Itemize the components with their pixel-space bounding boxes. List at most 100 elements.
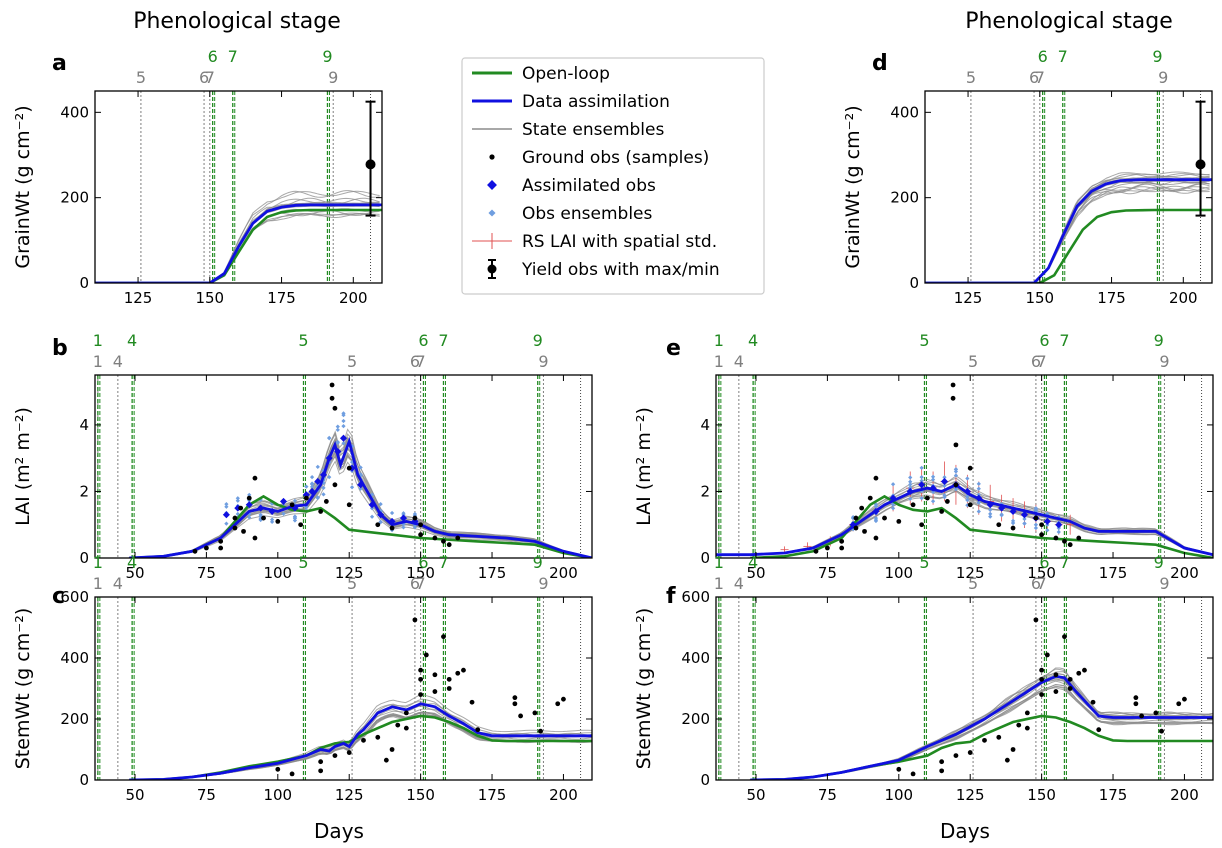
obs-ensemble-point	[942, 493, 947, 498]
ground-obs-point	[395, 722, 401, 728]
ground-obs-point	[332, 405, 338, 411]
ground-obs-point	[303, 495, 309, 501]
legend-item: Assimilated obs	[487, 176, 656, 196]
obs-ensemble-point	[341, 423, 346, 429]
ground-obs-point	[238, 505, 244, 511]
stage-label-ol: 5	[298, 331, 308, 350]
stage-label-ol: 9	[322, 47, 332, 66]
stage-label-ol: 9	[533, 331, 543, 350]
ground-obs-point	[1024, 710, 1030, 716]
y-tick-label: 200	[890, 189, 919, 207]
obs-ensemble-point	[965, 494, 970, 499]
x-tick-label: 100	[263, 786, 292, 804]
obs-ensemble-point	[930, 477, 936, 482]
ensemble-line	[716, 490, 1213, 556]
ground-obs-point	[475, 727, 481, 733]
ground-obs-point	[1024, 725, 1030, 731]
assimilated-obs-point	[929, 484, 937, 492]
ground-obs-point	[318, 509, 324, 514]
x-tick-label: 175	[478, 564, 507, 582]
assimilated-obs-point	[314, 477, 322, 486]
panel-letter: e	[666, 336, 681, 361]
obs-ensemble-point	[953, 487, 959, 492]
legend-item: Ground obs (samples)	[489, 148, 709, 168]
yield-obs-point	[1195, 159, 1206, 170]
ground-obs-point	[967, 750, 973, 755]
ground-obs-point	[332, 753, 338, 758]
ground-obs-point	[1039, 676, 1045, 682]
axis-ticks: 50 75 100 125 150 175 200 0 200 400 600	[681, 588, 1213, 804]
ground-obs-point	[361, 737, 366, 743]
stage-label-da: 7	[1035, 68, 1045, 87]
y-tick-label: 0	[700, 771, 710, 789]
stage-header-right: Phenological stage	[965, 9, 1173, 34]
ground-obs-point	[824, 545, 830, 551]
assimilated-obs-point	[918, 481, 926, 489]
stage-label-ol: 7	[1059, 331, 1069, 350]
assimilated-obs-point	[325, 454, 333, 462]
x-tick-label: 75	[818, 786, 837, 804]
ground-obs-point	[939, 509, 945, 514]
obs-ensemble-point	[292, 498, 298, 503]
assimilated-obs-point	[377, 511, 385, 519]
x-tick-label: 200	[339, 289, 368, 307]
ground-obs-point	[318, 768, 324, 774]
ground-obs-point	[939, 759, 945, 765]
ground-obs-point	[873, 535, 879, 541]
stage-label-ol: 4	[748, 553, 758, 572]
stage-label-da: 5	[347, 352, 357, 371]
y-axis-label: StemWt (g cm⁻²)	[633, 608, 655, 770]
ground-obs-point	[241, 528, 246, 534]
x-tick-label: 200	[1169, 289, 1198, 307]
y-tick-label: 600	[681, 588, 710, 606]
ground-obs-point	[950, 395, 956, 401]
stage-label-ol: 7	[1058, 47, 1068, 66]
obs-ensemble-point	[358, 465, 363, 470]
obs-ensemble-point	[908, 479, 913, 484]
legend-swatch	[487, 264, 497, 274]
legend-swatch	[489, 154, 495, 160]
stage-label-ol: 5	[298, 553, 308, 572]
stage-label-ol: 7	[438, 553, 448, 572]
obs-ensemble-point	[1010, 520, 1016, 526]
obs-ensemble-point	[908, 482, 913, 487]
ground-obs-point	[982, 737, 987, 743]
y-tick-label: 4	[700, 416, 710, 434]
stage-label-ol: 4	[127, 553, 137, 572]
ground-obs-point	[346, 502, 352, 508]
ground-obs-point	[882, 515, 887, 521]
x-tick-label: 125	[954, 289, 983, 307]
stage-label-ol: 5	[919, 553, 929, 572]
ground-obs-point	[967, 465, 973, 471]
legend-swatch	[488, 209, 496, 217]
ground-obs-point	[953, 482, 959, 488]
y-axis-label: LAI (m² m⁻²)	[12, 407, 34, 526]
ground-obs-point	[1133, 701, 1139, 707]
ensemble-line	[95, 711, 592, 780]
x-tick-label: 125	[956, 564, 985, 582]
legend-item: State ensembles	[472, 120, 664, 140]
obs-ensemble-point	[224, 504, 229, 509]
ground-obs-point	[555, 701, 561, 707]
ground-obs-point	[275, 519, 281, 524]
stage-label-da: 7	[1037, 352, 1047, 371]
ground-obs-point	[1016, 722, 1022, 728]
ground-obs-point	[329, 395, 335, 401]
obs-ensemble-point	[919, 496, 924, 501]
ground-obs-point	[896, 766, 902, 772]
obs-ensemble-point	[309, 484, 315, 489]
stage-header-left: Phenological stage	[133, 9, 341, 34]
ground-obs-point	[919, 522, 925, 528]
stage-label-ol: 1	[714, 331, 724, 350]
ground-obs-point	[375, 522, 381, 528]
stage-label-ol: 1	[714, 553, 724, 572]
stage-label-da: 9	[328, 68, 338, 87]
ground-obs-point	[389, 747, 395, 752]
x-tick-label: 150	[1025, 289, 1054, 307]
legend-item: Yield obs with max/min	[487, 259, 720, 280]
x-tick-label: 125	[335, 564, 364, 582]
ground-obs-point	[252, 475, 258, 481]
ground-obs-point	[323, 499, 329, 504]
